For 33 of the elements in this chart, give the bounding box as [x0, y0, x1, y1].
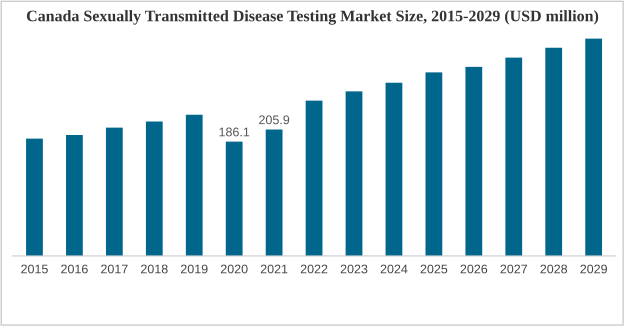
bar — [306, 100, 322, 256]
bar — [585, 38, 602, 256]
x-tick-label: 2027 — [500, 264, 528, 274]
bar — [226, 142, 243, 256]
bar — [386, 82, 402, 256]
chart-title: Canada Sexually Transmitted Disease Testing Market Size, 2015-2029 (USD million) — [26, 10, 598, 25]
x-tick-label: 2020 — [220, 264, 248, 274]
x-tick-label: 2026 — [460, 264, 488, 274]
bar — [545, 48, 562, 256]
x-tick-label: 2021 — [260, 264, 288, 274]
bar — [146, 121, 163, 256]
x-tick-label: 2023 — [340, 264, 368, 274]
x-tick-label: 2029 — [580, 264, 607, 274]
x-tick-label: 2022 — [300, 264, 328, 274]
bar — [505, 58, 522, 256]
bar — [465, 66, 482, 256]
x-tick-label: 2025 — [420, 264, 448, 274]
data-label: 205.9 — [259, 115, 290, 124]
data-label: 186.1 — [219, 128, 250, 136]
x-tick-label: 2017 — [101, 264, 128, 274]
bar — [346, 91, 362, 256]
bar — [26, 138, 43, 256]
x-tick-label: 2016 — [61, 264, 88, 274]
x-tick-label: 2019 — [180, 264, 208, 274]
x-tick-label: 2015 — [21, 264, 48, 274]
bar — [426, 72, 442, 256]
bar — [106, 128, 123, 256]
x-tick-label: 2018 — [141, 264, 168, 274]
bar — [186, 114, 203, 256]
x-tick-label: 2028 — [540, 264, 568, 274]
bar — [266, 130, 283, 256]
x-tick-label: 2024 — [380, 264, 408, 274]
bar — [66, 134, 83, 256]
